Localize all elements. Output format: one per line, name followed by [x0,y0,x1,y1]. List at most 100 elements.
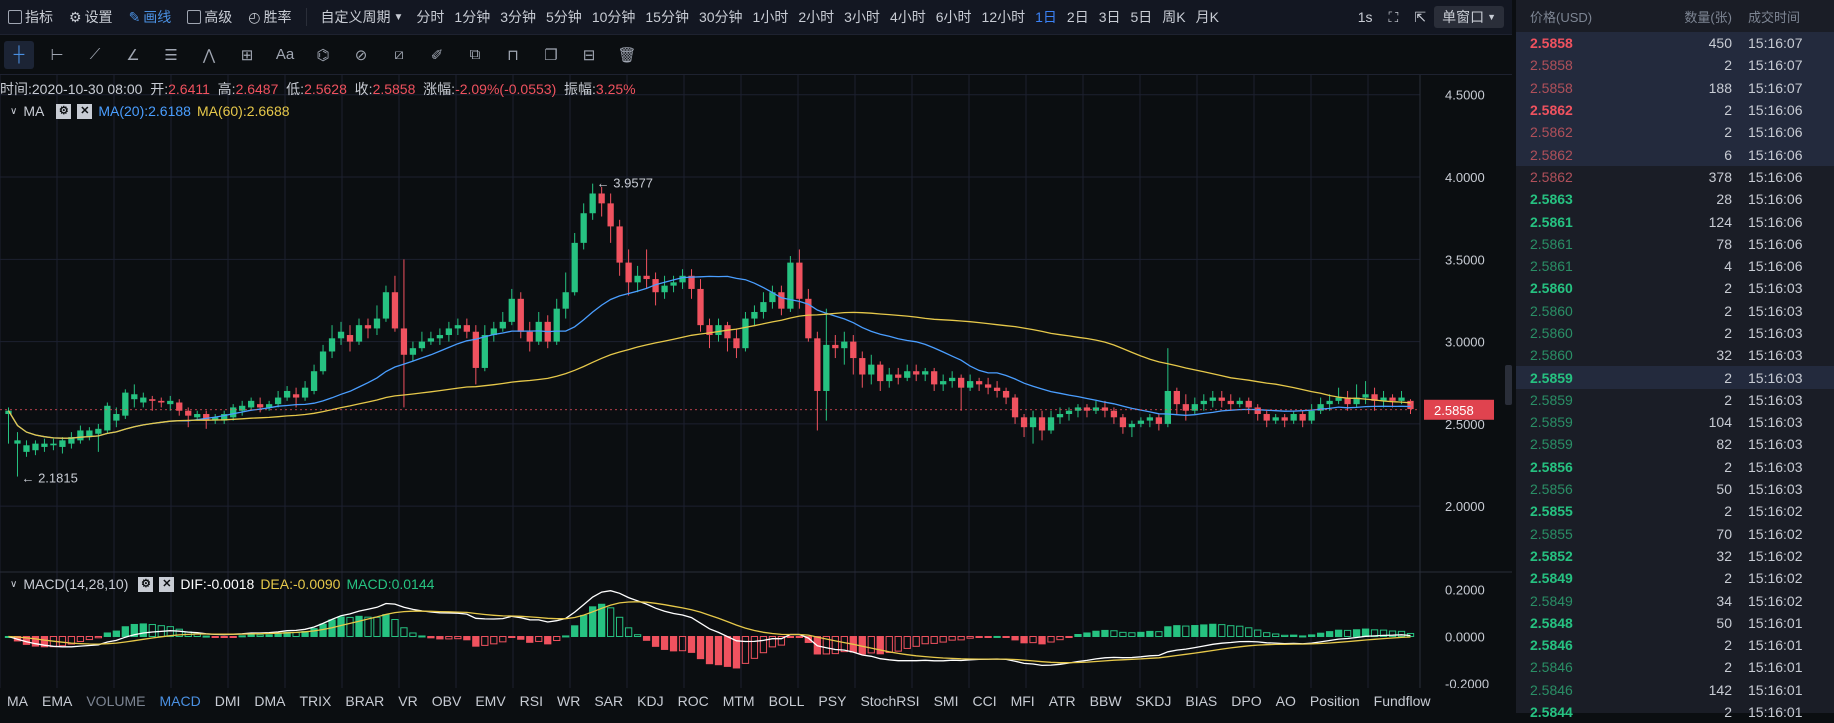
trade-row[interactable]: 2.5862 6 15:16:06 [1516,143,1834,166]
indicator-dma[interactable]: DMA [254,692,286,709]
gear-icon[interactable]: ⚙ [138,576,154,592]
indicator-ao[interactable]: AO [1275,692,1296,709]
template-tool[interactable]: ⊟ [574,41,604,69]
indicator-boll[interactable]: BOLL [768,692,805,709]
trade-row[interactable]: 2.5849 34 15:16:02 [1516,589,1834,611]
indicator-rsi[interactable]: RSI [519,692,544,709]
period-18[interactable]: 月K [1195,9,1219,25]
indicator-smi[interactable]: SMI [933,692,959,709]
window-mode-dropdown[interactable]: 单窗口 ▼ [1434,6,1504,28]
period-13[interactable]: 1日 [1035,9,1057,25]
trade-row[interactable]: 2.5860 32 15:16:03 [1516,344,1834,366]
period-12[interactable]: 12小时 [981,9,1026,25]
period-10[interactable]: 4小时 [889,9,926,25]
trade-row[interactable]: 2.5846 2 15:16:01 [1516,656,1834,678]
trade-row[interactable]: 2.5860 2 15:16:03 [1516,277,1834,299]
trade-row[interactable]: 2.5862 378 15:16:06 [1516,166,1834,188]
custom-period-dropdown[interactable]: 自定义周期 ▼ [320,9,404,25]
indicator-obv[interactable]: OBV [431,692,462,709]
refresh-rate[interactable]: 1s [1357,9,1373,25]
indicator-kdj[interactable]: KDJ [637,692,664,709]
trade-row[interactable]: 2.5861 4 15:16:06 [1516,255,1834,277]
price-chart[interactable]: 4.5000 4.0000 3.5000 3.0000 2.5000 2.0000 ← 3.… [0,75,1512,688]
period-5[interactable]: 15分钟 [645,9,689,25]
period-17[interactable]: 周K [1162,9,1186,25]
trade-row[interactable]: 2.5858 188 15:16:07 [1516,76,1834,99]
indicator-mfi[interactable]: MFI [1010,692,1035,709]
trend-line-tool[interactable]: ⟋ [80,41,110,69]
indicators-button[interactable]: 指标 [0,7,61,27]
period-7[interactable]: 1小时 [752,9,789,25]
trade-row[interactable]: 2.5858 450 15:16:07 [1516,32,1834,55]
trade-row[interactable]: 2.5855 70 15:16:02 [1516,523,1834,545]
trade-row[interactable]: 2.5860 2 15:16:03 [1516,322,1834,344]
fib-tool[interactable]: ☰ [156,41,186,69]
period-11[interactable]: 6小时 [935,9,972,25]
trash-tool[interactable]: 🗑 [612,41,642,69]
indicator-dmi[interactable]: DMI [214,692,241,709]
trade-row[interactable]: 2.5861 124 15:16:06 [1516,210,1834,232]
lock-tool[interactable]: ⊓ [498,41,528,69]
period-6[interactable]: 30分钟 [698,9,743,25]
magnet-tool[interactable]: ⊘ [346,41,376,69]
trade-row[interactable]: 2.5848 50 15:16:01 [1516,612,1834,634]
collapse-icon[interactable]: ∨ [10,578,18,590]
fullscreen-button[interactable]: ⛶ [1381,9,1407,26]
winrate-button[interactable]: ◴ 胜率 [248,8,292,26]
indicator-volume[interactable]: VOLUME [86,692,146,709]
horizontal-line-tool[interactable]: ⊢ [42,41,72,69]
trade-row[interactable]: 2.5856 2 15:16:03 [1516,456,1834,478]
trade-row[interactable]: 2.5858 2 15:16:07 [1516,54,1834,77]
trade-row[interactable]: 2.5844 2 15:16:01 [1516,701,1834,723]
crosshair-tool[interactable]: ┼ [4,40,34,69]
trade-row[interactable]: 2.5863 28 15:16:06 [1516,188,1834,210]
trade-row[interactable]: 2.5856 50 15:16:03 [1516,478,1834,500]
period-16[interactable]: 5日 [1130,9,1153,25]
trade-row[interactable]: 2.5859 2 15:16:03 [1516,389,1834,411]
period-9[interactable]: 3小时 [844,9,880,25]
trade-row[interactable]: 2.5861 78 15:16:06 [1516,233,1834,255]
period-1[interactable]: 1分钟 [454,9,491,25]
indicator-bias[interactable]: BIAS [1185,692,1218,709]
indicator-position[interactable]: Position [1309,692,1360,709]
trade-row[interactable]: 2.5855 2 15:16:02 [1516,500,1834,522]
trade-row[interactable]: 2.5862 2 15:16:06 [1516,121,1834,144]
trade-row[interactable]: 2.5859 104 15:16:03 [1516,411,1834,433]
draw-button[interactable]: ✎ 画线 [128,8,172,26]
trade-row[interactable]: 2.5849 2 15:16:02 [1516,567,1834,589]
indicator-brar[interactable]: BRAR [345,692,385,709]
indicator-bbw[interactable]: BBW [1089,692,1122,709]
indicator-mtm[interactable]: MTM [722,692,755,709]
period-15[interactable]: 3日 [1098,9,1121,25]
indicator-vr[interactable]: VR [398,692,418,709]
indicator-dpo[interactable]: DPO [1231,692,1262,709]
collapse-icon[interactable]: ∨ [10,105,18,117]
period-4[interactable]: 10分钟 [591,9,636,25]
period-3[interactable]: 5分钟 [546,9,582,25]
period-14[interactable]: 2日 [1066,9,1089,25]
wave-tool[interactable]: ⋀ [194,41,224,69]
indicator-skdj[interactable]: SKDJ [1135,692,1172,709]
gear-icon[interactable]: ⚙ [56,103,72,119]
trade-row[interactable]: 2.5846 2 15:16:01 [1516,634,1834,656]
indicator-macd[interactable]: MACD [159,692,201,709]
copy-tool[interactable]: ❐ [536,41,566,69]
brush-tool[interactable]: ✐ [422,41,452,69]
close-icon[interactable]: ✕ [159,576,175,592]
trade-row[interactable]: 2.5859 82 15:16:03 [1516,433,1834,455]
indicator-fundflow[interactable]: Fundflow [1373,692,1431,709]
period-2[interactable]: 3分钟 [500,9,537,25]
shape-tool[interactable]: ⊞ [232,41,262,69]
settings-button[interactable]: ⚙ 设置 [69,8,113,26]
trade-row[interactable]: 2.5852 32 15:16:02 [1516,545,1834,567]
indicator-roc[interactable]: ROC [677,692,709,709]
trade-row[interactable]: 2.5846 142 15:16:01 [1516,679,1834,701]
angle-tool[interactable]: ∠ [118,41,148,69]
screenshot-button[interactable]: ⇱ [1406,9,1434,26]
indicator-ema[interactable]: EMA [42,692,73,709]
indicator-cci[interactable]: CCI [972,692,997,709]
indicator-emv[interactable]: EMV [475,692,506,709]
close-icon[interactable]: ✕ [77,103,93,119]
period-8[interactable]: 2小时 [798,9,835,25]
text-tool[interactable]: Aa [275,46,295,63]
